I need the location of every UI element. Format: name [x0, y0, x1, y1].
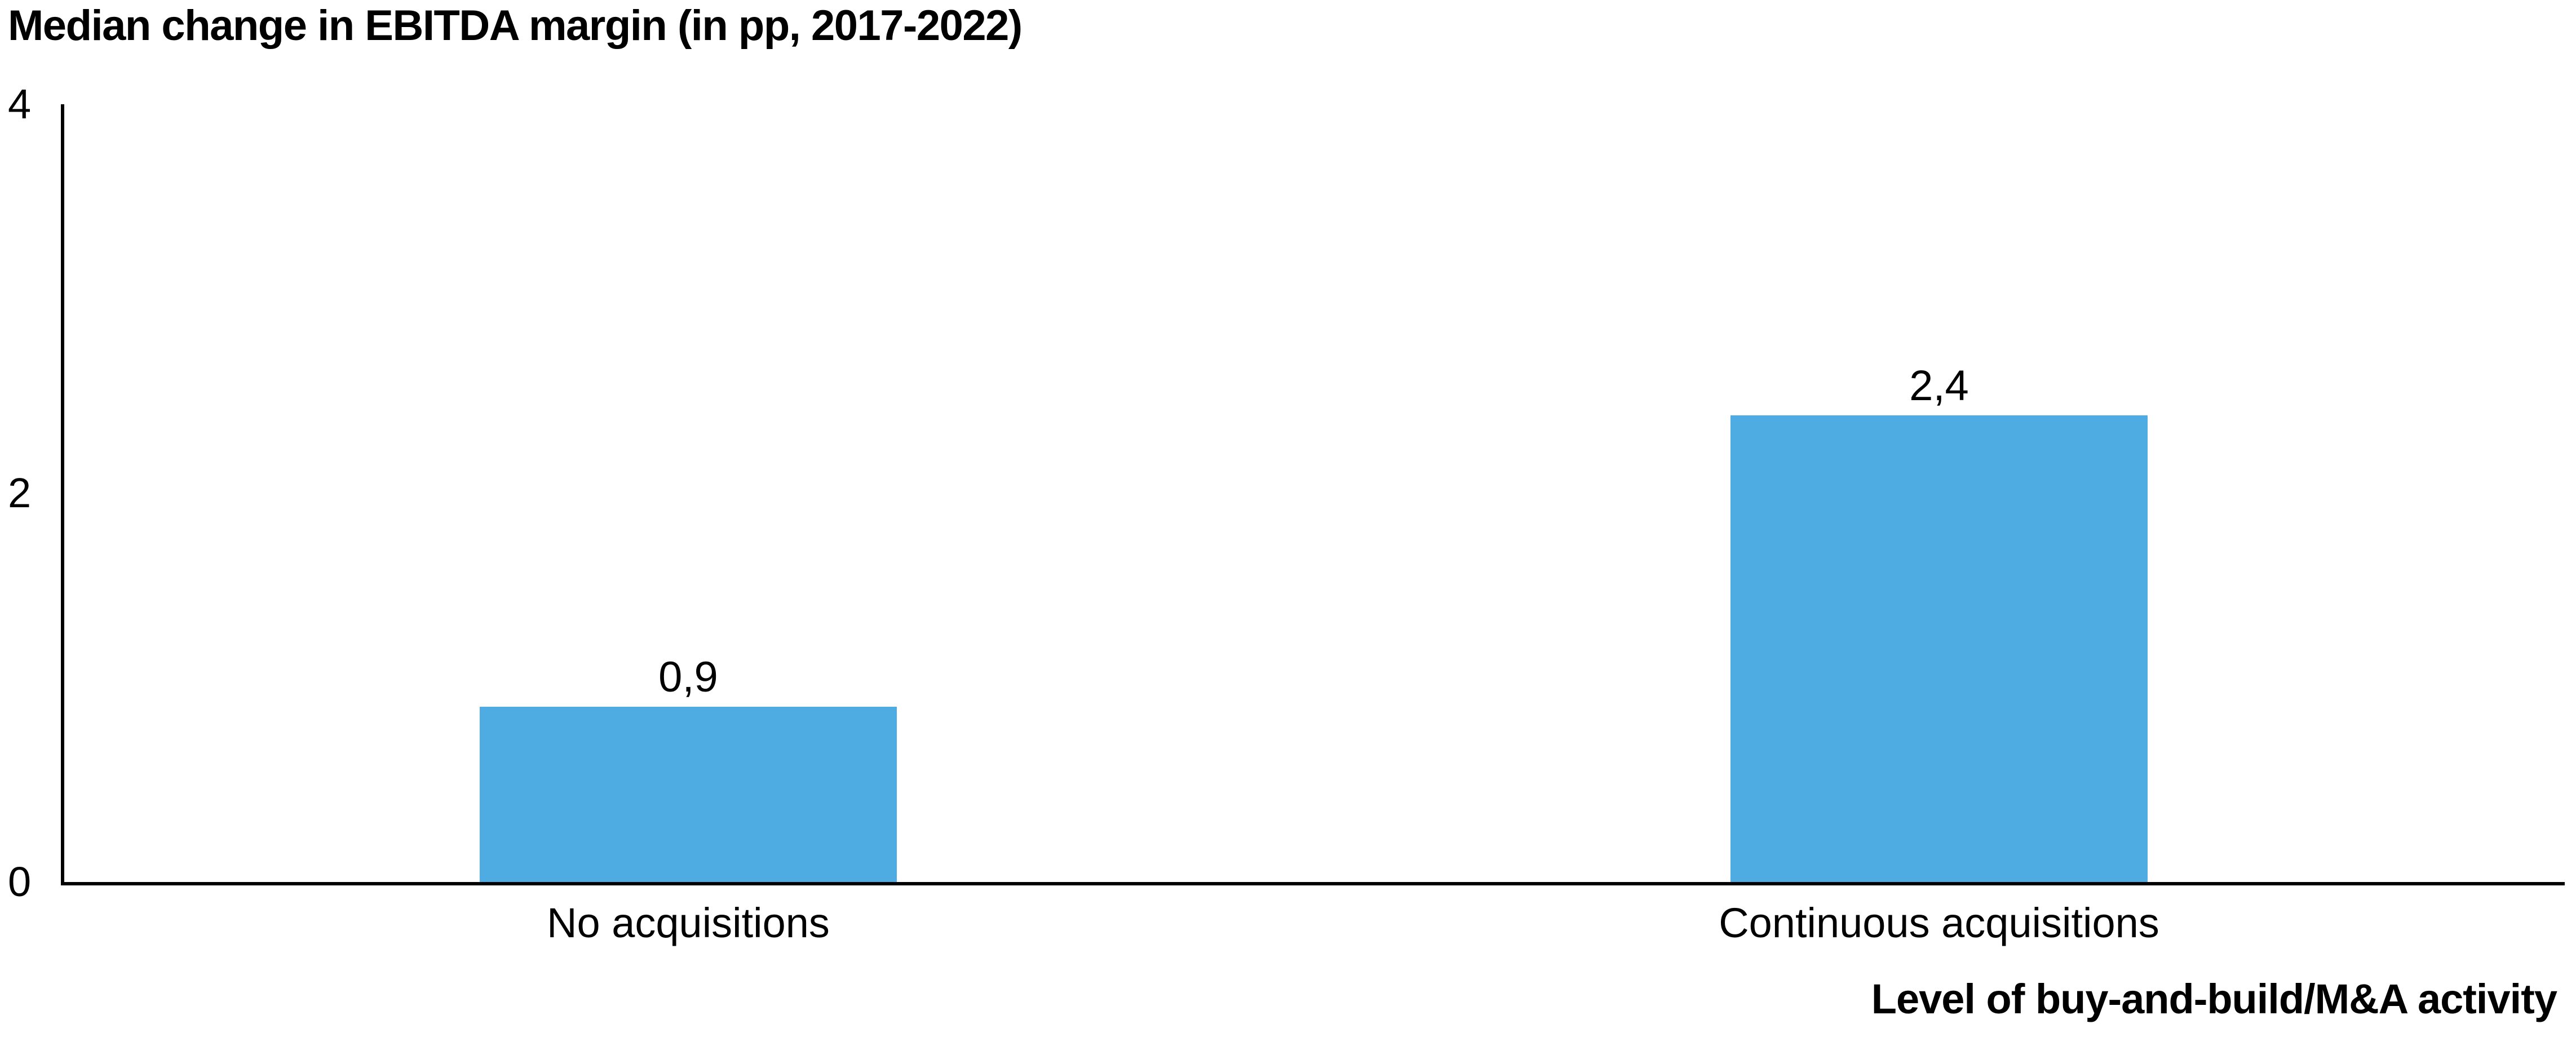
x-tick-label-continuous-acquisitions: Continuous acquisitions — [1719, 899, 2159, 946]
y-tick-label-2: 2 — [8, 469, 32, 516]
bar-no-acquisitions — [480, 707, 897, 882]
y-tick-label-0: 0 — [8, 858, 32, 905]
bar-continuous-acquisitions — [1730, 415, 2148, 882]
bar-value-label-continuous-acquisitions: 2,4 — [1909, 362, 1969, 410]
x-axis-title: Level of buy-and-build/M&A activity — [1871, 976, 2557, 1022]
chart-title: Median change in EBITDA margin (in pp, 2… — [8, 2, 1023, 50]
x-tick-label-no-acquisitions: No acquisitions — [547, 899, 830, 946]
bar-value-label-no-acquisitions: 0,9 — [658, 653, 718, 701]
x-axis-line — [61, 882, 2565, 885]
y-axis-line — [61, 104, 64, 885]
bar-column-no-acquisitions: 0,9 — [350, 104, 1026, 882]
bar-column-continuous-acquisitions: 2,4 — [1601, 104, 2277, 882]
y-tick-label-4: 4 — [8, 81, 32, 127]
